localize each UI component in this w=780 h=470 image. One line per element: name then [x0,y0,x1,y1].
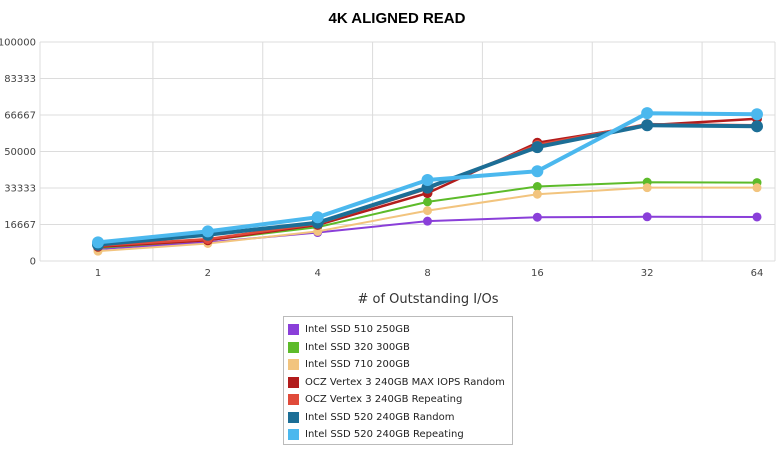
legend-swatch [288,341,299,353]
grid [39,41,776,262]
legend-swatch [288,359,299,371]
data-point [752,183,762,193]
y-tick-label: 50000 [4,147,36,158]
x-axis-ticks: 1 2 4 8 16 32 64 [95,268,764,279]
data-point [532,212,542,222]
data-point [423,216,432,226]
x-tick-label: 2 [205,268,211,279]
y-tick-label: 33333 [4,184,36,195]
y-tick-label: 66667 [4,110,36,121]
x-tick-label: 64 [751,268,764,279]
legend-item: Intel SSD 710 200GB [288,356,512,374]
legend-item: Intel SSD 520 240GB Repeating [288,426,512,444]
data-point [751,120,763,133]
data-point [641,119,654,132]
legend-swatch [288,429,299,441]
data-point [92,236,104,249]
data-point [311,211,324,224]
legend-label: OCZ Vertex 3 240GB Repeating [305,394,463,406]
y-tick-label: 16667 [4,220,36,231]
data-point [421,173,434,186]
legend-item: OCZ Vertex 3 240GB Repeating [288,391,512,409]
data-point [642,183,652,193]
legend-item: Intel SSD 520 240GB Random [288,409,512,427]
x-tick-label: 1 [95,268,101,279]
legend-item: OCZ Vertex 3 240GB MAX IOPS Random [288,374,512,392]
y-tick-label: 83333 [4,74,36,85]
data-point [642,212,652,222]
data-point [641,107,654,120]
legend-label: Intel SSD 320 300GB [305,341,410,353]
series-lines [92,107,763,256]
x-tick-label: 8 [424,268,430,279]
legend: Intel SSD 510 250GB Intel SSD 320 300GB In… [283,316,513,445]
data-point [201,225,214,238]
series-7 [92,107,763,249]
legend-swatch [288,324,299,336]
legend-label: Intel SSD 520 240GB Random [305,411,455,423]
legend-swatch [288,411,299,423]
x-axis-label: # of Outstanding I/Os [357,292,498,307]
y-tick-label: 0 [30,257,36,268]
data-point [531,141,544,154]
legend-label: Intel SSD 710 200GB [305,359,410,371]
legend-label: Intel SSD 520 240GB Repeating [305,429,464,441]
data-point [751,108,763,121]
data-point [532,189,542,199]
data-point [423,197,432,207]
data-point [423,206,432,216]
legend-label: Intel SSD 510 250GB [305,324,410,336]
x-tick-label: 4 [314,268,320,279]
legend-swatch [288,394,299,406]
legend-item: Intel SSD 510 250GB [288,321,512,339]
data-point [531,165,544,178]
legend-item: Intel SSD 320 300GB [288,339,512,357]
data-point [532,182,542,192]
legend-label: OCZ Vertex 3 240GB MAX IOPS Random [305,376,505,388]
legend-swatch [288,376,299,388]
y-axis-ticks: 0 16667 33333 50000 66667 83333 100000 [0,38,36,268]
x-tick-label: 32 [641,268,654,279]
data-point [752,212,762,222]
x-tick-label: 16 [531,268,544,279]
y-tick-label: 100000 [0,38,36,49]
chart-title: 4K ALIGNED READ [329,10,466,27]
